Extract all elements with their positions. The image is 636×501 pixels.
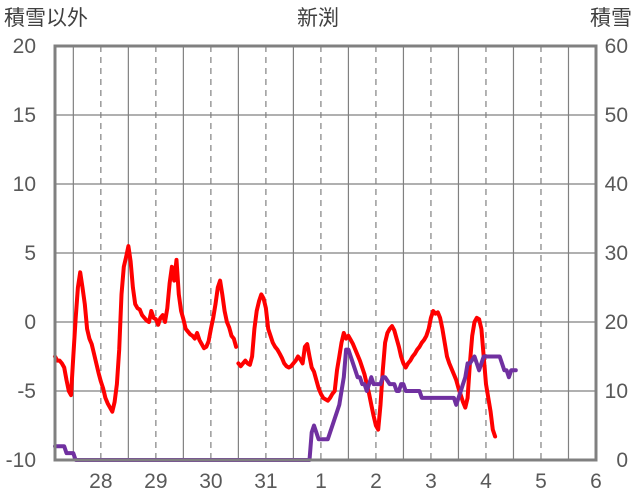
- left-y-tick-label: 20: [13, 35, 36, 58]
- left-y-tick-label: -10: [6, 449, 36, 472]
- x-tick-label: 1: [315, 470, 327, 493]
- left-axis-label: 積雪以外: [4, 7, 88, 30]
- x-tick-label: 28: [89, 470, 112, 493]
- plot-frame: [53, 44, 598, 462]
- right-y-tick-label: 50: [605, 104, 628, 127]
- left-y-tick-label: -5: [17, 380, 36, 403]
- purple-series-line: [53, 347, 518, 462]
- left-y-tick-label: 0: [24, 311, 36, 334]
- right-y-tick-label: 20: [605, 311, 628, 334]
- x-tick-label: 31: [254, 470, 277, 493]
- right-y-tick-label: 60: [605, 35, 628, 58]
- red-series-line: [53, 244, 498, 439]
- x-tick-label: 30: [199, 470, 222, 493]
- right-y-tick-label: 0: [616, 449, 628, 472]
- x-tick-label: 3: [425, 470, 437, 493]
- left-y-tick-label: 10: [13, 173, 36, 196]
- x-tick-label: 4: [480, 470, 492, 493]
- left-y-tick-label: 5: [24, 242, 36, 265]
- x-tick-label: 29: [144, 470, 167, 493]
- x-tick-label: 2: [370, 470, 382, 493]
- chart-title: 新渕: [297, 7, 339, 30]
- left-y-tick-label: 15: [13, 104, 36, 127]
- right-axis-label: 積雪: [590, 7, 632, 30]
- x-tick-label: 6: [590, 470, 602, 493]
- x-tick-label: 5: [535, 470, 547, 493]
- right-y-tick-label: 10: [605, 380, 628, 403]
- right-y-tick-label: 40: [605, 173, 628, 196]
- series-layer: [53, 244, 518, 462]
- right-y-tick-label: 30: [605, 242, 628, 265]
